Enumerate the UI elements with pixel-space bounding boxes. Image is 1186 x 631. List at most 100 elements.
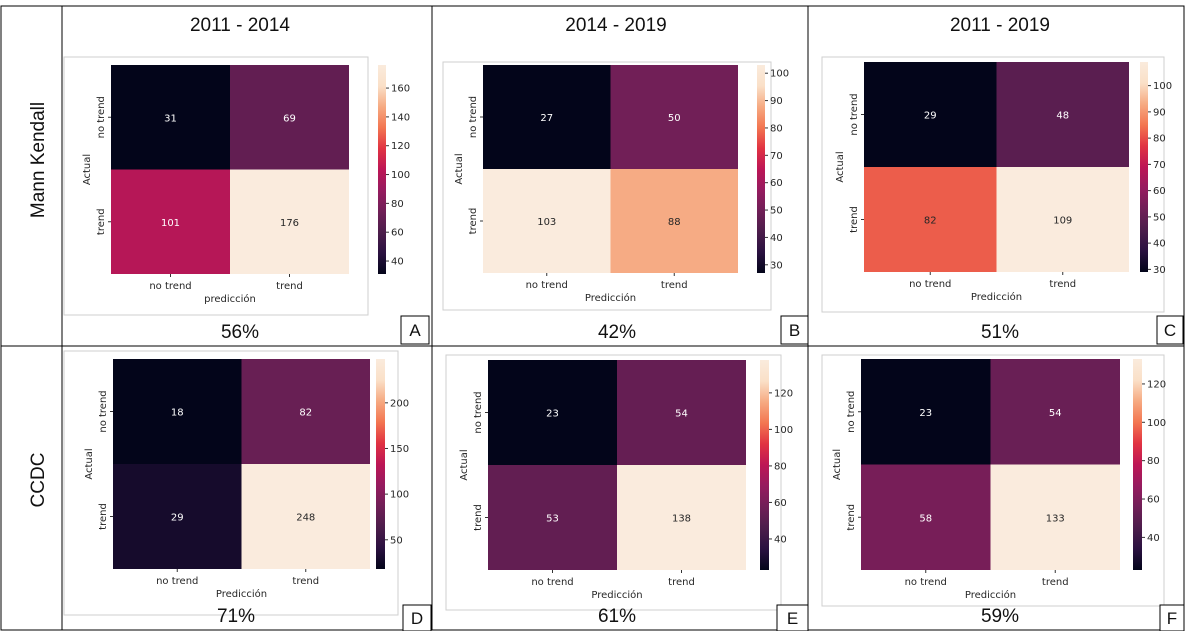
heatmap-cell <box>617 465 746 570</box>
accuracy-percent: 51% <box>981 322 1019 343</box>
colorbar-tick-label: 50 <box>390 535 403 546</box>
panel-letter: B <box>789 321 800 340</box>
cell-value-label: 29 <box>171 513 184 524</box>
y-tick-label: no trend <box>473 391 484 433</box>
y-axis-label: Actual <box>832 449 843 480</box>
cell-value-label: 88 <box>668 217 681 228</box>
x-tick-label: trend <box>276 281 303 292</box>
x-tick-label: trend <box>1042 577 1069 588</box>
colorbar <box>760 360 769 570</box>
colorbar-tick-label: 100 <box>1153 81 1172 92</box>
cell-value-label: 82 <box>299 408 312 419</box>
colorbar-tick-label: 120 <box>1147 379 1166 390</box>
panel-letter-box <box>400 315 430 345</box>
heatmap-cell <box>996 167 1129 272</box>
cell-value-label: 109 <box>1053 216 1072 227</box>
cell-value-label: 103 <box>537 217 556 228</box>
colorbar-tick-label: 90 <box>1153 107 1166 118</box>
colorbar-tick-label: 150 <box>390 444 409 455</box>
x-tick-label: no trend <box>156 576 198 587</box>
colorbar-tick-label: 80 <box>774 461 787 472</box>
colorbar-tick-label: 70 <box>1153 160 1166 171</box>
heatmap-cell <box>864 167 997 272</box>
colorbar-tick-label: 60 <box>391 228 404 239</box>
heatmap-cell <box>990 464 1120 570</box>
y-tick-label: trend <box>98 503 109 530</box>
heatmap-cell <box>111 65 230 170</box>
colorbar <box>1133 359 1142 570</box>
y-axis-label: Actual <box>835 151 846 182</box>
colorbar-tick-label: 100 <box>1147 418 1166 429</box>
accuracy-percent: 61% <box>598 606 636 627</box>
y-axis-label: Actual <box>82 154 93 185</box>
heatmap-cell <box>488 465 617 570</box>
colorbar-tick-label: 60 <box>774 498 787 509</box>
colorbar-tick-label: 160 <box>391 84 410 95</box>
panel-grid <box>0 5 1185 631</box>
heatmap-cell <box>861 464 991 570</box>
cell-value-label: 31 <box>164 113 177 124</box>
y-tick-label: no trend <box>96 96 107 138</box>
cell-value-label: 69 <box>283 113 296 124</box>
colorbar <box>376 359 385 569</box>
colorbar-tick-label: 80 <box>1153 134 1166 145</box>
heatmap-cell <box>488 360 617 465</box>
x-axis-label: Predicción <box>971 291 1022 303</box>
accuracy-percent: 71% <box>217 606 255 627</box>
colorbar-tick-label: 50 <box>1153 212 1166 223</box>
heatmap-cell <box>610 65 738 169</box>
x-tick-label: trend <box>661 280 688 291</box>
cell-value-label: 54 <box>1049 408 1062 419</box>
colorbar <box>378 65 386 274</box>
colorbar-tick-label: 90 <box>770 96 783 107</box>
heatmap-cell <box>230 169 349 274</box>
panel-letter-box <box>1159 604 1185 631</box>
column-title-2011-2019: 2011 - 2019 <box>950 15 1050 36</box>
heatmap-panel-e: 23 54 53 138 no trend trend no trend trend Predi… <box>445 354 809 631</box>
panel-letter: F <box>1167 609 1177 628</box>
y-tick-label: trend <box>468 208 479 235</box>
cell-value-label: 82 <box>924 216 937 227</box>
colorbar-tick-label: 70 <box>770 151 783 162</box>
cell-value-label: 48 <box>1056 111 1069 122</box>
x-tick-label: no trend <box>526 280 568 291</box>
y-axis-label: Actual <box>84 448 95 479</box>
panel-letter-box <box>780 315 809 345</box>
panel-letter-box <box>1156 315 1184 345</box>
colorbar-tick-label: 40 <box>1153 239 1166 250</box>
panel-letter: E <box>787 609 798 628</box>
colorbar-tick-label: 80 <box>1147 456 1160 467</box>
heatmap-cell <box>230 65 349 170</box>
heatmap-cell <box>861 359 991 465</box>
heatmap-panel-c: 29 48 82 109 no trend trend no trend trend Predi… <box>821 56 1184 345</box>
heatmap-panel-a: 31 69 101 176 no trend trend no trend trend pred… <box>63 56 430 345</box>
heatmap-cell <box>111 169 230 274</box>
x-axis-label: predicción <box>204 293 256 305</box>
x-tick-label: no trend <box>531 577 573 588</box>
y-tick-label: no trend <box>468 96 479 138</box>
colorbar-tick-label: 80 <box>391 199 404 210</box>
heatmap-cell <box>113 464 242 569</box>
cell-value-label: 248 <box>296 513 315 524</box>
cell-value-label: 133 <box>1046 513 1065 524</box>
cell-value-label: 23 <box>919 408 932 419</box>
colorbar-tick-label: 40 <box>391 257 404 268</box>
heatmap-panels: 31 69 101 176 no trend trend no trend trend pred… <box>63 56 1185 631</box>
y-tick-label: trend <box>849 206 860 233</box>
heatmap-panel-b: 27 50 103 88 no trend trend no trend trend Predi… <box>442 61 809 345</box>
y-tick-label: no trend <box>98 390 109 432</box>
colorbar-tick-label: 60 <box>770 178 783 189</box>
colorbar <box>757 65 765 273</box>
colorbar-tick-label: 40 <box>774 534 787 545</box>
heatmap-cell <box>990 359 1120 465</box>
colorbar-tick-label: 200 <box>390 398 409 409</box>
accuracy-percent: 56% <box>221 322 259 343</box>
y-tick-label: trend <box>846 504 857 531</box>
cell-value-label: 54 <box>675 409 688 420</box>
colorbar <box>1140 62 1148 272</box>
heatmap-cell <box>617 360 746 465</box>
cell-value-label: 27 <box>540 113 553 124</box>
x-tick-label: trend <box>1049 279 1076 290</box>
x-tick-label: no trend <box>909 279 951 290</box>
colorbar-tick-label: 30 <box>1153 265 1166 276</box>
